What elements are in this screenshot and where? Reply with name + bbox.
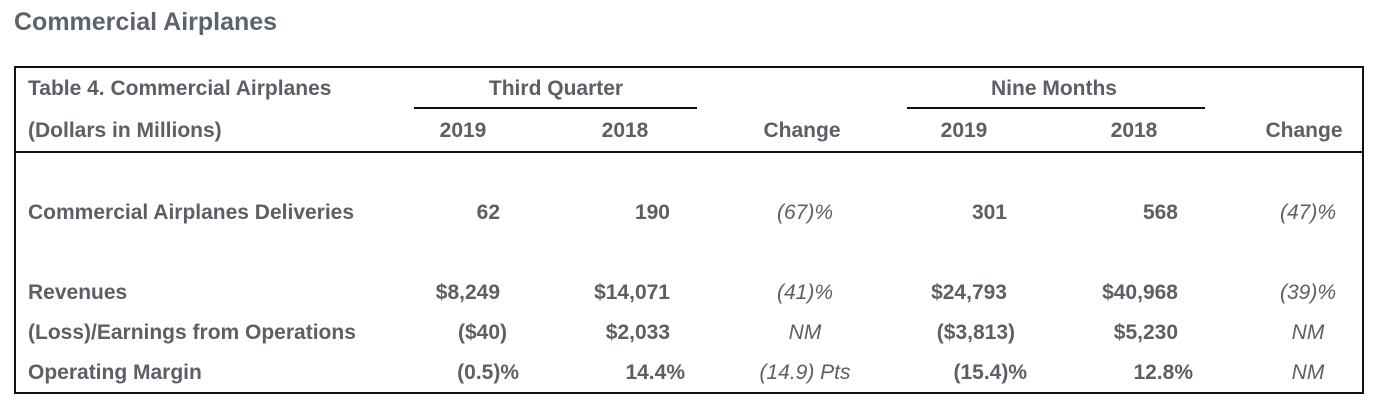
group-header-nine-months: Nine Months <box>991 77 1117 100</box>
col-header-nm-2019: 2019 <box>940 119 988 142</box>
cell-q-change: (41)% <box>776 281 834 304</box>
cell-nm-2018: 568 <box>1142 201 1178 224</box>
third-quarter-underline <box>414 107 697 109</box>
cell-q-2018: 190 <box>634 201 670 224</box>
cell-nm-change: NM <box>1291 321 1325 344</box>
cell-q-change: (67)% <box>776 201 834 224</box>
cell-nm-change: (47)% <box>1279 201 1337 224</box>
cell-nm-change: (39)% <box>1279 281 1337 304</box>
cell-nm-2019: $24,793 <box>931 281 1007 304</box>
group-header-third-quarter: Third Quarter <box>488 77 624 100</box>
row-label: Commercial Airplanes Deliveries <box>28 201 355 224</box>
col-header-q-2018: 2018 <box>601 119 649 142</box>
cell-nm-2019: (15.4)% <box>953 361 1027 384</box>
col-header-nm-change: Change <box>1265 119 1343 142</box>
cell-q-2018: $2,033 <box>605 321 670 344</box>
cell-nm-2019: 301 <box>971 201 1007 224</box>
col-header-nm-2018: 2018 <box>1110 119 1158 142</box>
cell-q-2019: (0.5)% <box>457 361 519 384</box>
header-divider <box>16 151 1362 153</box>
row-label: (Loss)/Earnings from Operations <box>28 321 356 344</box>
cell-nm-2018: $5,230 <box>1113 321 1178 344</box>
cell-nm-2019: ($3,813) <box>936 321 1015 344</box>
col-header-q-change: Change <box>763 119 841 142</box>
cell-nm-change: NM <box>1291 361 1325 384</box>
commercial-airplanes-table: Table 4. Commercial Airplanes (Dollars i… <box>14 66 1364 394</box>
col-header-q-2019: 2019 <box>439 119 487 142</box>
section-title: Commercial Airplanes <box>14 8 278 36</box>
cell-q-2019: 62 <box>476 201 500 224</box>
cell-q-2019: $8,249 <box>435 281 500 304</box>
cell-q-2018: 14.4% <box>625 361 685 384</box>
cell-q-2018: $14,071 <box>594 281 670 304</box>
row-label: Operating Margin <box>28 361 202 384</box>
table-subtitle: (Dollars in Millions) <box>28 119 222 142</box>
cell-nm-2018: 12.8% <box>1133 361 1193 384</box>
cell-q-2019: ($40) <box>457 321 507 344</box>
row-label: Revenues <box>28 281 128 304</box>
cell-nm-2018: $40,968 <box>1102 281 1178 304</box>
table-title: Table 4. Commercial Airplanes <box>28 77 332 100</box>
cell-q-change: (14.9) Pts <box>759 361 851 384</box>
cell-q-change: NM <box>788 321 822 344</box>
nine-months-underline <box>907 107 1205 109</box>
